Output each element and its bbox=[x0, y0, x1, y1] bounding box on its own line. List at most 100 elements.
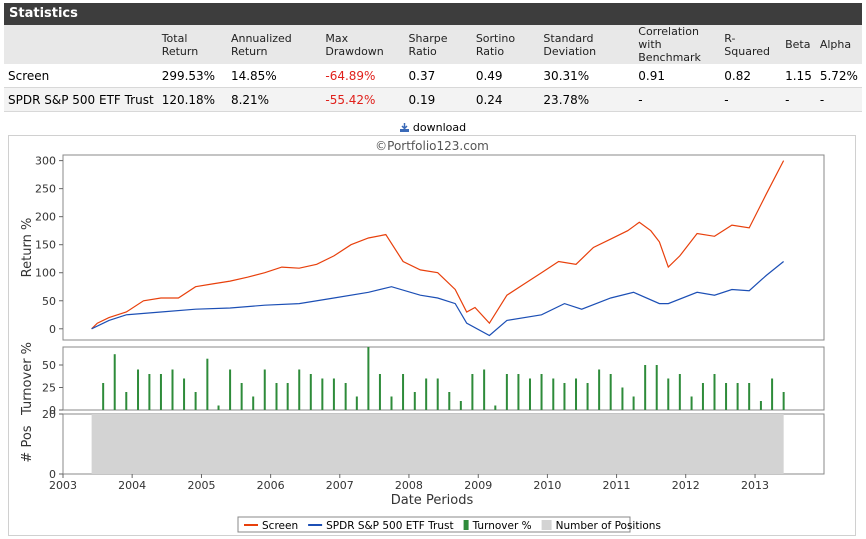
std-dev-cell: 23.78% bbox=[539, 87, 635, 112]
annualized-return-cell: 8.21% bbox=[226, 87, 322, 112]
download-link[interactable]: download bbox=[0, 121, 866, 134]
return-y-tick-label: 100 bbox=[35, 267, 56, 280]
legend-label: Screen bbox=[262, 520, 298, 532]
x-tick-label: 2011 bbox=[603, 479, 631, 492]
turnover-bar bbox=[252, 396, 255, 410]
x-tick-label: 2009 bbox=[464, 479, 492, 492]
turnover-bar bbox=[563, 383, 566, 410]
x-tick-label: 2005 bbox=[187, 479, 215, 492]
turnover-bar bbox=[240, 383, 243, 410]
total-return-cell: 120.18% bbox=[157, 87, 227, 112]
series-line bbox=[91, 261, 784, 337]
turnover-bar bbox=[517, 374, 520, 410]
return-y-tick-label: 250 bbox=[35, 183, 56, 196]
return-panel: 0 50 100 150 200 250 300 bbox=[35, 154, 825, 341]
return-y-tick-label: 50 bbox=[42, 295, 56, 308]
x-tick-label: 2012 bbox=[672, 479, 700, 492]
turnover-bar bbox=[483, 369, 486, 410]
turnover-bar bbox=[344, 383, 347, 410]
col-header-r-squared: R-Squared bbox=[720, 25, 782, 64]
turnover-bar bbox=[759, 401, 762, 410]
series-line bbox=[91, 160, 785, 330]
turnover-bar bbox=[402, 374, 405, 410]
turnover-bar bbox=[159, 374, 162, 410]
statistics-table: Total Return Annualized Return Max Drawd… bbox=[4, 25, 862, 112]
turnover-bar bbox=[621, 387, 624, 410]
turnover-bar bbox=[540, 374, 543, 410]
correlation-cell: - bbox=[634, 87, 721, 112]
x-tick-label: 2013 bbox=[741, 479, 769, 492]
col-header-sortino: Sortino Ratio bbox=[471, 25, 540, 64]
beta-cell: - bbox=[781, 87, 816, 112]
y-axis-label-turnover: Turnover % bbox=[20, 342, 35, 416]
x-tick-label: 2003 bbox=[49, 479, 77, 492]
turnover-bar bbox=[575, 378, 578, 410]
y-axis-label-positions: # Pos bbox=[20, 425, 35, 462]
annualized-return-cell: 14.85% bbox=[226, 64, 322, 88]
turnover-bar bbox=[609, 374, 612, 410]
turnover-bar bbox=[275, 383, 278, 410]
return-plot-area bbox=[62, 154, 825, 341]
legend-label: Number of Positions bbox=[556, 520, 661, 532]
return-y-tick-label: 150 bbox=[35, 239, 56, 252]
total-return-cell: 299.53% bbox=[157, 64, 227, 88]
max-drawdown-cell: -55.42% bbox=[321, 87, 405, 112]
turnover-bar bbox=[644, 365, 647, 410]
turnover-bar bbox=[701, 383, 704, 410]
turnover-bar bbox=[286, 383, 289, 410]
turnover-bar bbox=[713, 374, 716, 410]
turnover-y-tick-label: 0 bbox=[49, 404, 56, 417]
sortino-cell: 0.49 bbox=[471, 64, 540, 88]
turnover-y-tick-label: 25 bbox=[42, 382, 56, 395]
col-header-total-return: Total Return bbox=[157, 25, 227, 64]
table-row: Screen 299.53% 14.85% -64.89% 0.37 0.49 … bbox=[4, 64, 862, 88]
col-header-annualized-return: Annualized Return bbox=[226, 25, 322, 64]
col-header-name bbox=[4, 25, 158, 64]
turnover-bar bbox=[725, 383, 728, 410]
turnover-bar bbox=[309, 374, 312, 410]
sharpe-cell: 0.37 bbox=[404, 64, 472, 88]
turnover-bar bbox=[137, 369, 140, 410]
positions-panel: 0 20 bbox=[42, 408, 825, 481]
turnover-bar bbox=[355, 396, 358, 410]
turnover-bar bbox=[413, 392, 416, 410]
table-row: SPDR S&P 500 ETF Trust 120.18% 8.21% -55… bbox=[4, 87, 862, 112]
r-squared-cell: - bbox=[720, 87, 782, 112]
return-y-tick-label: 300 bbox=[35, 155, 56, 168]
turnover-bar bbox=[748, 383, 751, 410]
turnover-bar bbox=[321, 378, 324, 410]
turnover-bar bbox=[125, 392, 128, 410]
row-name: SPDR S&P 500 ETF Trust bbox=[4, 87, 158, 112]
col-header-max-drawdown: Max Drawdown bbox=[321, 25, 405, 64]
turnover-bar bbox=[782, 392, 785, 410]
turnover-bar bbox=[505, 374, 508, 410]
turnover-bar bbox=[586, 383, 589, 410]
sharpe-cell: 0.19 bbox=[404, 87, 472, 112]
turnover-bar bbox=[771, 378, 774, 410]
turnover-panel: 0 25 50 bbox=[42, 346, 825, 417]
chart-legend: Screen SPDR S&P 500 ETF Trust Turnover % Nu… bbox=[237, 516, 661, 533]
turnover-bar bbox=[459, 401, 462, 410]
positions-area bbox=[91, 414, 784, 474]
turnover-bar bbox=[678, 374, 681, 410]
std-dev-cell: 30.31% bbox=[539, 64, 635, 88]
turnover-bar bbox=[332, 378, 335, 410]
positions-y-tick-label: 20 bbox=[42, 408, 56, 421]
turnover-bar bbox=[183, 378, 186, 410]
legend-swatch bbox=[463, 520, 469, 530]
col-header-beta: Beta bbox=[781, 25, 816, 64]
turnover-bar bbox=[736, 383, 739, 410]
turnover-bar bbox=[598, 369, 601, 410]
legend-label: SPDR S&P 500 ETF Trust bbox=[326, 520, 453, 532]
turnover-bar bbox=[436, 378, 439, 410]
turnover-bar bbox=[528, 378, 531, 410]
col-header-alpha: Alpha bbox=[815, 25, 862, 64]
col-header-sharpe: Sharpe Ratio bbox=[404, 25, 472, 64]
turnover-bar bbox=[667, 378, 670, 410]
turnover-bar bbox=[552, 378, 555, 410]
turnover-bar bbox=[113, 354, 116, 410]
turnover-y-tick-label: 50 bbox=[42, 359, 56, 372]
beta-cell: 1.15 bbox=[781, 64, 816, 88]
turnover-bar bbox=[378, 374, 381, 410]
turnover-bar bbox=[367, 347, 370, 410]
